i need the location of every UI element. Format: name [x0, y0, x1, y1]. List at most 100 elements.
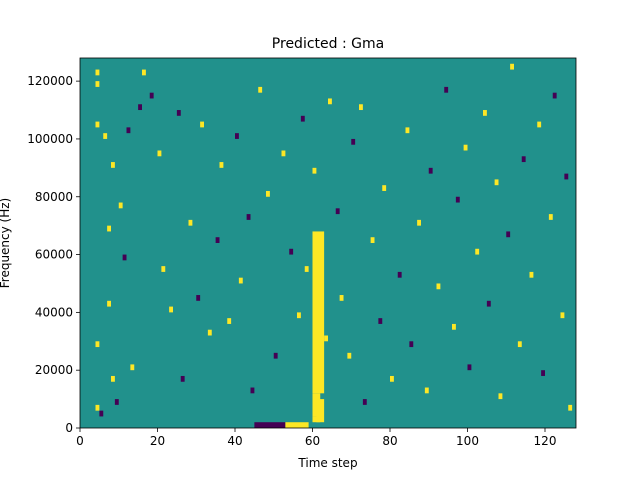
heatmap-cell [126, 127, 131, 134]
heatmap-cell [258, 86, 263, 93]
heatmap-block [316, 399, 325, 423]
heatmap-cell [362, 399, 367, 405]
heatmap-cell [138, 104, 142, 111]
heatmap-cell [312, 167, 317, 174]
heatmap-cell [227, 318, 232, 324]
heatmap-cell [347, 352, 352, 359]
heatmap-cell [114, 399, 119, 405]
heatmap-cell [246, 214, 251, 220]
heatmap-cell [541, 370, 545, 376]
y-tick-label: 100000 [27, 132, 73, 146]
heatmap-block [312, 231, 325, 394]
heatmap-cell [424, 387, 429, 394]
x-tick-label: 0 [76, 434, 84, 448]
heatmap-block [254, 422, 286, 428]
heatmap-cell [483, 110, 487, 116]
x-tick-label: 100 [456, 434, 479, 448]
x-tick-label: 60 [305, 434, 320, 448]
heatmap-cell [359, 104, 363, 111]
heatmap-cell [130, 364, 135, 371]
heatmap-cell [498, 393, 503, 400]
heatmap-cell [494, 179, 499, 186]
heatmap-cell [417, 219, 421, 226]
heatmap-cell [390, 375, 394, 382]
heatmap-cell [200, 121, 204, 128]
heatmap-cell [273, 352, 278, 359]
x-axis-label: Time step [297, 456, 357, 470]
heatmap-cell [510, 63, 514, 70]
heatmap-cell [568, 404, 573, 411]
heatmap-cells [95, 63, 573, 428]
heatmap-cell [142, 69, 146, 76]
heatmap-cell [176, 110, 181, 116]
heatmap-cell [238, 277, 243, 284]
plot-frame [79, 57, 577, 429]
heatmap-cell [552, 92, 557, 99]
heatmap-cell [107, 300, 111, 307]
heatmap-cell [463, 144, 468, 151]
heatmap-block [312, 416, 321, 423]
heatmap-cell [250, 387, 255, 394]
heatmap-cell [149, 92, 154, 99]
y-tick-label: 80000 [35, 190, 73, 204]
heatmap-cell [289, 248, 294, 255]
heatmap-cell [111, 162, 115, 168]
heatmap-cell [111, 375, 115, 382]
heatmap-cell [537, 121, 542, 128]
heatmap-cell [161, 266, 166, 272]
heatmap-cell [297, 312, 301, 319]
heatmap-cell [444, 86, 449, 93]
heatmap-cell [107, 225, 111, 232]
heatmap-cell [548, 214, 553, 220]
plot-area [79, 57, 577, 429]
heatmap-cell [351, 138, 356, 145]
x-axis: 0 20 40 60 80 100 120 [76, 428, 556, 448]
heatmap-cell [378, 318, 383, 324]
heatmap-cell [95, 81, 100, 87]
heatmap-cell [180, 375, 185, 382]
heatmap-cell [122, 254, 127, 261]
heatmap-cell [452, 323, 456, 330]
heatmap-cell [219, 162, 224, 168]
y-tick-label: 120000 [27, 74, 73, 88]
y-tick-label: 40000 [35, 305, 73, 319]
heatmap-background [80, 58, 576, 428]
heatmap-cell [304, 266, 309, 272]
heatmap-cell [99, 410, 104, 417]
heatmap-cell [300, 115, 305, 122]
heatmap-cell [467, 364, 472, 371]
heatmap-cell [157, 150, 162, 157]
heatmap-cell [428, 167, 433, 174]
heatmap-block [285, 422, 309, 428]
heatmap-cell [560, 312, 565, 319]
x-tick-label: 20 [150, 434, 165, 448]
heatmap-cell [382, 185, 387, 191]
heatmap-cell [215, 237, 220, 243]
heatmap-cell [196, 295, 201, 301]
heatmap-cell [103, 133, 108, 139]
heatmap-cell [235, 133, 239, 139]
heatmap-cell [169, 306, 173, 313]
heatmap-cell [324, 335, 328, 342]
heatmap-cell [335, 208, 340, 215]
x-tick-label: 40 [227, 434, 242, 448]
heatmap-cell [95, 341, 100, 348]
heatmap-cell [529, 271, 534, 278]
chart-title: Predicted : Gma [272, 36, 384, 52]
heatmap-cell [409, 341, 414, 348]
y-tick-label: 20000 [35, 363, 73, 377]
x-tick-label: 120 [534, 434, 557, 448]
heatmap-cell [517, 341, 522, 348]
heatmap-cell [370, 237, 375, 243]
heatmap-cell [188, 219, 193, 226]
y-axis: 0 20000 40000 60000 80000 100000 120000 [27, 74, 80, 435]
heatmap-cell [281, 150, 286, 157]
heatmap-cell [455, 196, 460, 203]
heatmap-cell [486, 300, 491, 307]
x-tick-label: 80 [382, 434, 397, 448]
heatmap-cell [339, 295, 344, 301]
heatmap-cell [521, 156, 526, 163]
heatmap-cell [397, 271, 402, 278]
heatmap-cell [95, 404, 100, 411]
